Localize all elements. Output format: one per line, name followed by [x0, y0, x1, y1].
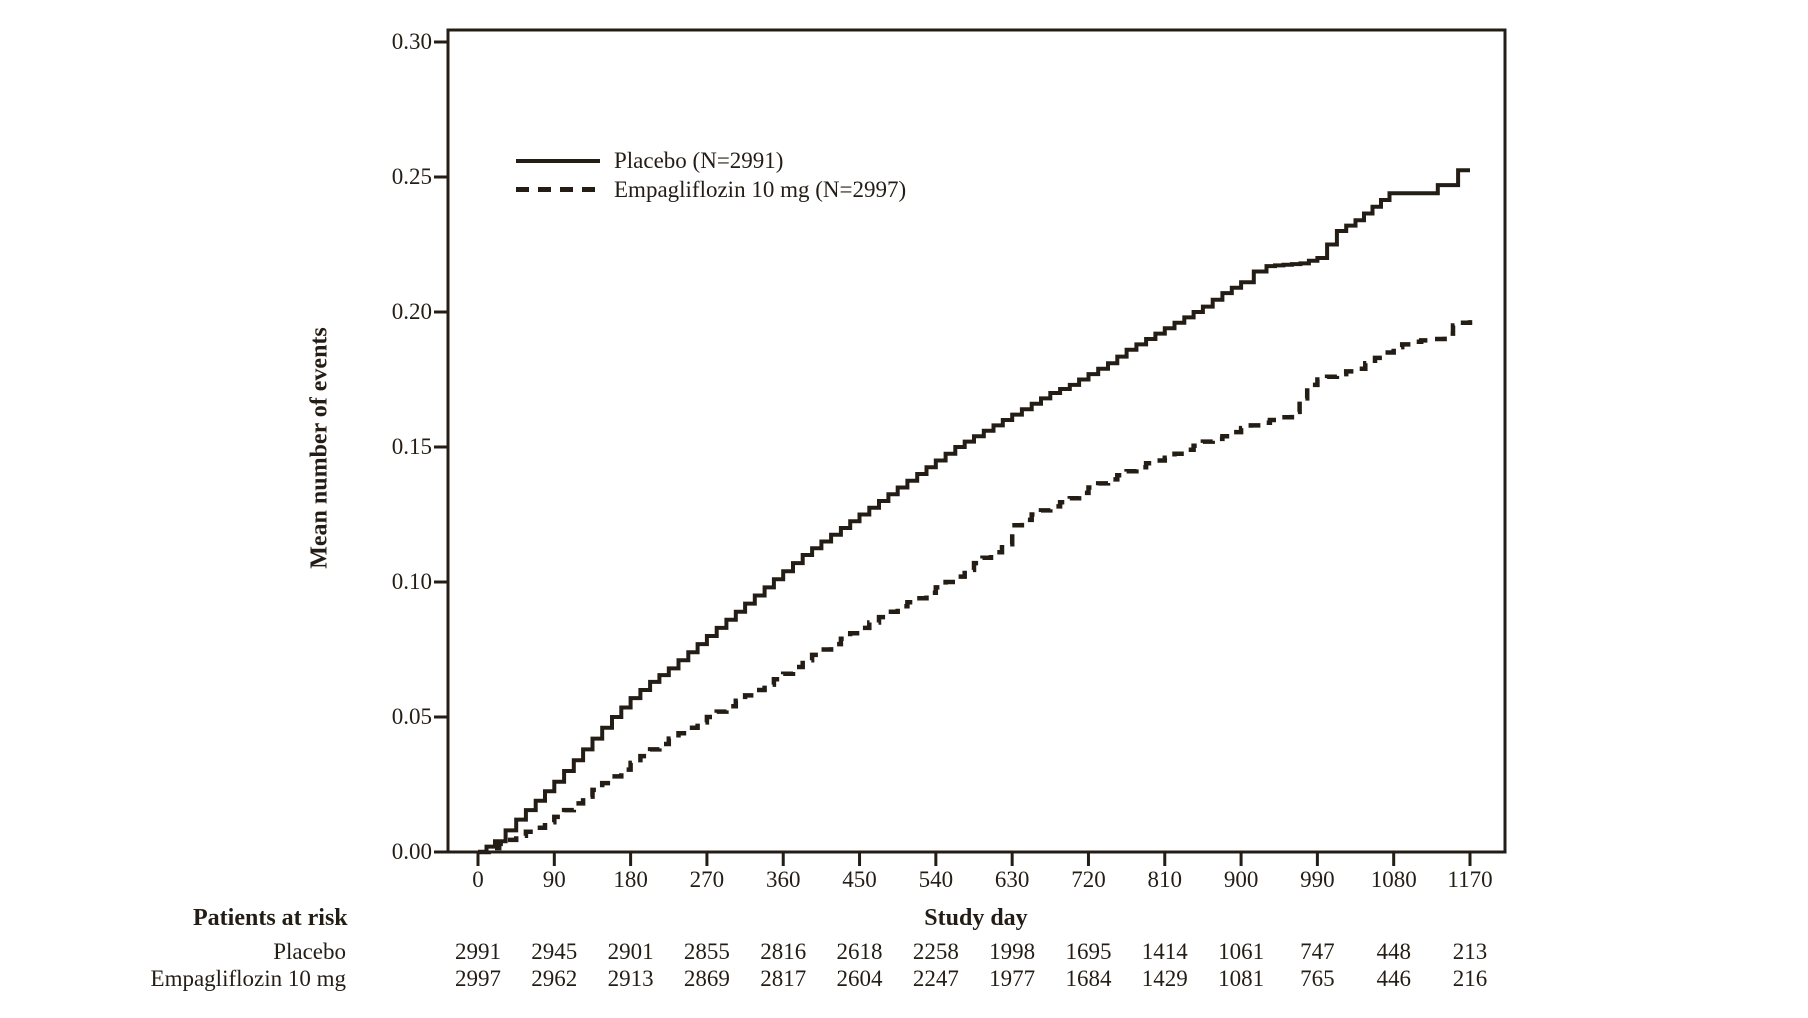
risk-cell: 1684	[1065, 966, 1112, 991]
x-tick-label: 90	[542, 867, 566, 892]
x-tick-label: 450	[842, 867, 877, 892]
x-tick-label: 540	[918, 867, 954, 892]
risk-row-label: Empagliflozin 10 mg	[150, 966, 346, 991]
x-tick-label: 180	[613, 867, 648, 892]
x-tick-label: 900	[1223, 867, 1259, 892]
risk-cell: 446	[1376, 966, 1411, 991]
x-axis-title: Study day	[924, 905, 1028, 931]
y-tick-label: 0.05	[391, 704, 432, 729]
risk-cell: 2901	[607, 939, 654, 964]
legend-item-placebo: Placebo (N=2991)	[516, 146, 906, 175]
curve-empagliflozin-10-mg	[478, 320, 1473, 855]
risk-cell: 448	[1376, 939, 1411, 964]
y-tick-label: 0.15	[391, 434, 432, 459]
risk-cell: 1977	[989, 966, 1036, 991]
y-tick-label: 0.10	[391, 569, 432, 594]
y-tick-label: 0.25	[391, 164, 432, 189]
placebo-solid-line-swatch	[516, 158, 600, 163]
y-axis-title: Mean number of events	[306, 327, 333, 569]
legend-label-empagliflozin: Empagliflozin 10 mg (N=2997)	[614, 176, 907, 202]
legend-label-placebo: Placebo (N=2991)	[614, 147, 784, 173]
risk-cell: 2247	[912, 966, 959, 991]
risk-cell: 2855	[683, 939, 730, 964]
legend-item-empagliflozin: Empagliflozin 10 mg (N=2997)	[516, 175, 906, 204]
risk-cell: 2991	[455, 939, 501, 964]
risk-cell: 765	[1300, 966, 1335, 991]
y-tick-label: 0.00	[391, 839, 432, 864]
risk-cell: 2913	[607, 966, 654, 991]
risk-cell: 1998	[989, 939, 1036, 964]
risk-cell: 216	[1452, 966, 1488, 991]
risk-cell: 2962	[531, 966, 578, 991]
patients-at-risk-title: Patients at risk	[193, 905, 348, 931]
x-tick-label: 630	[994, 867, 1030, 892]
risk-cell: 2997	[455, 966, 501, 991]
x-tick-label: 270	[689, 867, 725, 892]
x-tick-label: 1080	[1370, 867, 1417, 892]
x-tick-label: 1170	[1447, 867, 1493, 892]
y-tick-label: 0.20	[391, 299, 432, 324]
x-tick-label: 990	[1300, 867, 1335, 892]
risk-row-label: Placebo	[273, 939, 346, 964]
risk-cell: 213	[1452, 939, 1488, 964]
risk-cell: 1081	[1218, 966, 1265, 991]
risk-cell: 2618	[836, 939, 883, 964]
risk-cell: 1695	[1065, 939, 1112, 964]
x-tick-label: 720	[1071, 867, 1106, 892]
risk-cell: 747	[1300, 939, 1335, 964]
risk-cell: 1061	[1218, 939, 1265, 964]
risk-cell: 2869	[683, 966, 730, 991]
curve-placebo	[478, 168, 1470, 854]
x-tick-label: 360	[765, 867, 801, 892]
plot-frame	[446, 28, 1507, 854]
risk-cell: 1429	[1141, 966, 1188, 991]
risk-cell: 2258	[912, 939, 959, 964]
risk-cell: 2945	[531, 939, 578, 964]
risk-cell: 2816	[760, 939, 807, 964]
y-tick-label: 0.30	[391, 29, 432, 54]
risk-cell: 1414	[1141, 939, 1188, 964]
empagliflozin-dashed-line-swatch	[516, 187, 600, 192]
risk-cell: 2817	[760, 966, 807, 991]
x-tick-label: 0	[472, 867, 484, 892]
risk-cell: 2604	[836, 966, 883, 991]
x-tick-label: 810	[1147, 867, 1183, 892]
legend: Placebo (N=2991) Empagliflozin 10 mg (N=…	[516, 146, 906, 204]
